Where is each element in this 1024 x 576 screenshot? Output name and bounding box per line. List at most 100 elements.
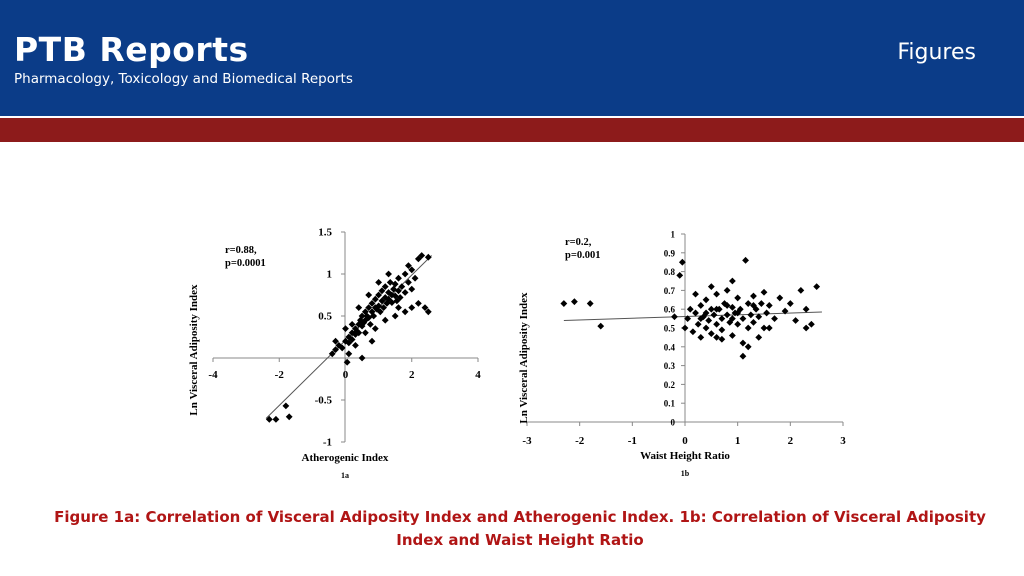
x-tick-label: -3 <box>522 435 532 447</box>
data-point <box>797 287 805 294</box>
section-title: Figures <box>897 40 976 65</box>
data-point <box>352 342 359 349</box>
data-point <box>571 298 578 306</box>
data-point <box>355 304 363 311</box>
data-point <box>414 255 422 263</box>
data-point <box>378 287 386 295</box>
data-point <box>742 256 749 264</box>
data-point <box>697 334 705 341</box>
data-point <box>398 283 406 290</box>
data-point <box>345 333 353 341</box>
data-point <box>713 320 720 328</box>
data-point <box>721 300 728 307</box>
y-tick-label: 1.5 <box>318 227 332 239</box>
x-tick-label: -4 <box>208 369 218 381</box>
data-point <box>265 415 273 423</box>
x-tick-label: 1 <box>735 435 741 447</box>
data-point <box>381 316 389 324</box>
x-axis-label: Atherogenic Index <box>302 452 389 464</box>
data-point <box>368 300 376 307</box>
data-point <box>586 300 594 307</box>
y-tick-label: 0.3 <box>664 361 676 371</box>
data-point <box>378 297 386 305</box>
data-point <box>765 302 773 309</box>
data-point <box>763 309 771 317</box>
data-point <box>355 329 363 337</box>
data-point <box>424 253 432 261</box>
y-axis-label: Ln Visceral Adiposity Index <box>188 284 200 416</box>
chart-1a: -4 -2 0 2 4 -1 -0.5 0.5 1 1.5 r=0.88, p=0.0001 Ather… <box>188 227 481 481</box>
data-point <box>272 415 280 423</box>
y-tick-label: 0.1 <box>664 399 676 409</box>
data-point <box>697 315 705 322</box>
data-point <box>358 354 366 362</box>
data-point <box>345 350 353 358</box>
y-tick-label: 0.5 <box>318 311 332 323</box>
data-point <box>739 352 747 360</box>
y-tick-label: 0.6 <box>664 305 676 315</box>
data-point <box>418 252 426 259</box>
data-point <box>723 311 731 319</box>
data-point <box>710 311 718 319</box>
data-point <box>771 315 778 322</box>
chart-1b: -3 -2 -1 0 1 2 3 0 0.1 0.2 0.3 0.4 0.5 0.6 0.7 0.8 0.9 1 r… <box>518 230 846 479</box>
data-point <box>376 308 384 316</box>
data-point <box>361 316 369 324</box>
y-tick-label: 0.2 <box>664 380 676 390</box>
data-point <box>388 291 396 299</box>
data-point <box>597 322 605 330</box>
data-point <box>395 274 402 282</box>
y-tick-label: 0.8 <box>664 267 676 277</box>
data-point <box>375 291 383 299</box>
data-point <box>395 304 402 311</box>
data-point <box>388 299 396 306</box>
data-point <box>755 334 763 341</box>
data-point <box>718 335 726 343</box>
data-point <box>285 413 293 421</box>
stat-annotation: p=0.0001 <box>225 258 266 269</box>
data-point <box>405 262 412 269</box>
data-point <box>358 312 366 320</box>
data-point <box>365 291 373 299</box>
data-point <box>381 294 389 301</box>
x-tick-label: 4 <box>475 369 481 381</box>
data-point <box>802 305 810 313</box>
data-point <box>345 339 353 347</box>
data-point <box>750 292 757 300</box>
y-tick-label: 1 <box>327 269 333 281</box>
data-point <box>739 315 747 322</box>
y-tick-label: -0.5 <box>315 395 333 407</box>
data-point <box>348 321 356 328</box>
data-point <box>792 317 799 324</box>
data-point <box>361 329 369 337</box>
data-point <box>692 309 699 317</box>
data-point <box>671 313 678 321</box>
data-point <box>371 325 379 332</box>
data-point <box>408 266 416 274</box>
data-point <box>366 321 374 328</box>
y-tick-label: 1 <box>671 230 676 240</box>
x-tick-label: 0 <box>343 369 349 381</box>
data-point <box>678 258 686 266</box>
data-point <box>395 287 402 295</box>
y-tick-label: 0.4 <box>664 342 676 352</box>
data-point <box>694 320 702 328</box>
data-point <box>760 288 768 296</box>
data-point <box>765 324 773 332</box>
data-point <box>723 287 731 294</box>
data-point <box>697 302 705 309</box>
y-axis-label: Ln Visceral Adiposity Index <box>518 292 530 424</box>
data-point <box>750 318 757 326</box>
trend-line <box>563 311 822 321</box>
data-point <box>702 324 710 332</box>
x-tick-label: 0 <box>682 435 688 447</box>
data-point <box>282 402 290 410</box>
data-point <box>689 328 697 336</box>
x-tick-label: 2 <box>788 435 794 447</box>
data-point <box>781 307 789 315</box>
data-point <box>385 270 392 278</box>
data-point <box>348 336 356 343</box>
data-point <box>401 270 409 278</box>
data-point <box>408 304 416 311</box>
data-point <box>813 283 821 291</box>
